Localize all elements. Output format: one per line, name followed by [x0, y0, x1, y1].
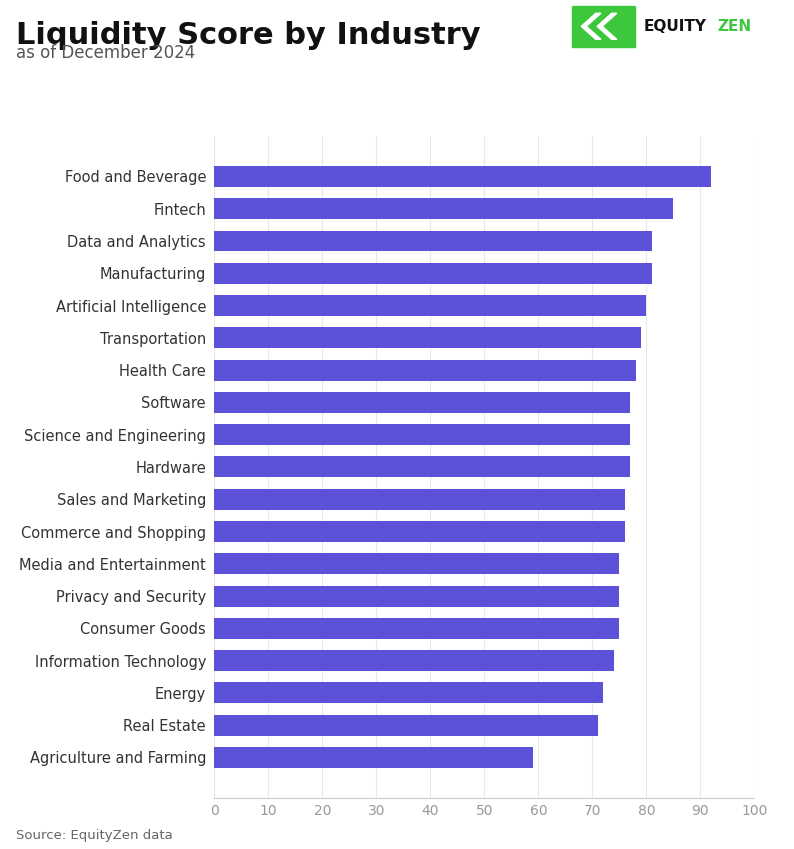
Bar — [214, 263, 652, 284]
Polygon shape — [597, 14, 617, 39]
Bar — [214, 650, 614, 671]
Bar — [214, 683, 603, 704]
Bar — [214, 295, 646, 316]
Text: EQUITY: EQUITY — [643, 19, 706, 34]
Polygon shape — [581, 14, 601, 39]
Bar — [214, 328, 641, 348]
Bar — [214, 166, 711, 187]
Bar — [214, 554, 619, 574]
Bar — [214, 489, 625, 509]
Bar — [214, 521, 625, 542]
Bar — [214, 392, 630, 413]
Bar — [214, 457, 630, 477]
Bar — [214, 360, 635, 380]
Bar — [214, 230, 652, 251]
Text: ZEN: ZEN — [718, 19, 752, 34]
Bar — [214, 618, 619, 638]
Bar — [214, 747, 533, 768]
Text: as of December 2024: as of December 2024 — [16, 44, 195, 62]
Bar — [214, 715, 598, 736]
Bar — [214, 198, 673, 219]
Bar — [214, 586, 619, 606]
Bar — [214, 424, 630, 445]
Text: Liquidity Score by Industry: Liquidity Score by Industry — [16, 21, 480, 50]
Text: Source: EquityZen data: Source: EquityZen data — [16, 829, 172, 842]
